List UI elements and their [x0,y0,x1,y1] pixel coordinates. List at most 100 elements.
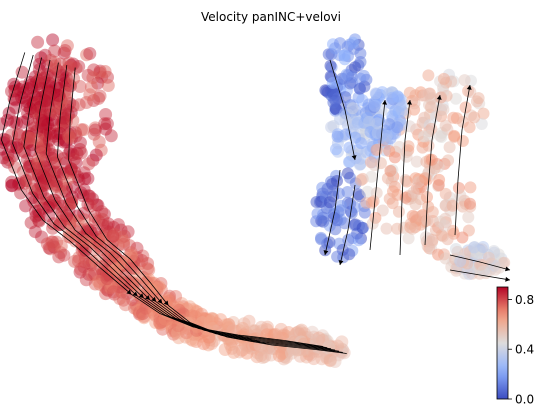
scatter-point [92,233,106,247]
scatter-point [281,344,295,358]
scatter-point [21,82,35,96]
scatter-point [106,258,120,272]
scatter-point [66,148,80,162]
scatter-point [84,258,98,272]
scatter-point [149,309,163,322]
scatter-point [117,237,130,251]
scatter-point [64,144,77,158]
scatter-point [123,239,136,253]
scatter-point [221,321,235,335]
scatter-point [94,260,108,274]
scatter-point [56,167,70,181]
scatter-point [7,77,21,91]
scatter-point [442,154,455,167]
scatter-point [49,62,63,76]
scatter-point [26,88,40,102]
scatter-point [77,260,91,274]
scatter-point [312,331,326,345]
scatter-point [400,150,413,163]
scatter-point [477,107,490,120]
scatter-point [81,172,95,185]
scatter-point [54,119,68,133]
scatter-point [91,198,105,212]
scatter-point [71,214,85,228]
scatter-point [31,169,45,183]
scatter-point [248,324,262,338]
scatter-point [59,103,73,117]
scatter-point [365,170,378,183]
scatter-point [85,268,99,282]
streamline-arrowhead [126,289,132,295]
scatter-point [29,163,43,177]
scatter-point [142,263,156,277]
streamline-arrowhead [351,155,357,160]
scatter-point [48,154,62,168]
scatter-point [133,307,146,321]
scatter-point [113,292,127,305]
scatter-point [65,163,78,176]
scatter-point [64,162,78,176]
scatter-point [40,59,54,73]
scatter-point [1,148,15,162]
scatter-point [153,312,167,326]
scatter-point [242,339,255,353]
scatter-point [28,225,42,239]
scatter-point [107,287,121,301]
scatter-point [19,199,33,213]
scatter-point [12,129,26,142]
scatter-point [4,140,18,154]
scatter-point [368,159,381,172]
streamline [449,269,511,281]
streamline-arrowhead [406,100,412,105]
scatter-point [274,322,288,336]
streamline-arrowhead [382,100,388,105]
scatter-point [276,329,290,343]
scatter-point [69,61,83,75]
scatter-point [323,354,337,368]
scatter-point [37,142,51,156]
scatter-point [73,143,87,156]
scatter-point [39,192,53,206]
scatter-point [316,329,330,343]
scatter-point [463,268,476,281]
scatter-point [188,310,202,323]
scatter-point [189,335,203,348]
scatter-point [89,232,102,246]
scatter-point [35,91,49,104]
scatter-point [406,209,419,222]
scatter-point [165,321,179,335]
scatter-point [189,310,203,324]
scatter-point [165,324,179,338]
scatter-point [67,72,81,86]
scatter-point [70,147,84,160]
scatter-point [169,290,183,303]
scatter-point [10,116,24,130]
scatter-point [199,313,213,327]
scatter-point [81,189,95,203]
scatter-point [35,147,49,161]
scatter-point [65,195,79,209]
scatter-point [54,105,68,119]
scatter-point [39,171,53,185]
scatter-point [86,153,100,167]
scatter-point [45,235,59,249]
scatter-point [10,138,24,152]
streamline-arrowhead [338,260,344,265]
scatter-point [46,33,60,47]
scatter-point [36,134,50,148]
scatter-point [55,115,69,129]
scatter-point [101,217,115,231]
scatter-point [50,165,64,179]
scatter-point [202,313,216,327]
scatter-point [93,241,107,255]
scatter-point [62,204,76,217]
scatter-point [222,320,236,334]
scatter-point [89,254,103,268]
scatter-point [186,303,200,317]
scatter-point [53,218,66,232]
scatter-point [62,197,76,211]
scatter-point [295,323,309,337]
scatter-point [293,349,307,363]
scatter-point [87,127,101,141]
scatter-point [122,274,136,288]
